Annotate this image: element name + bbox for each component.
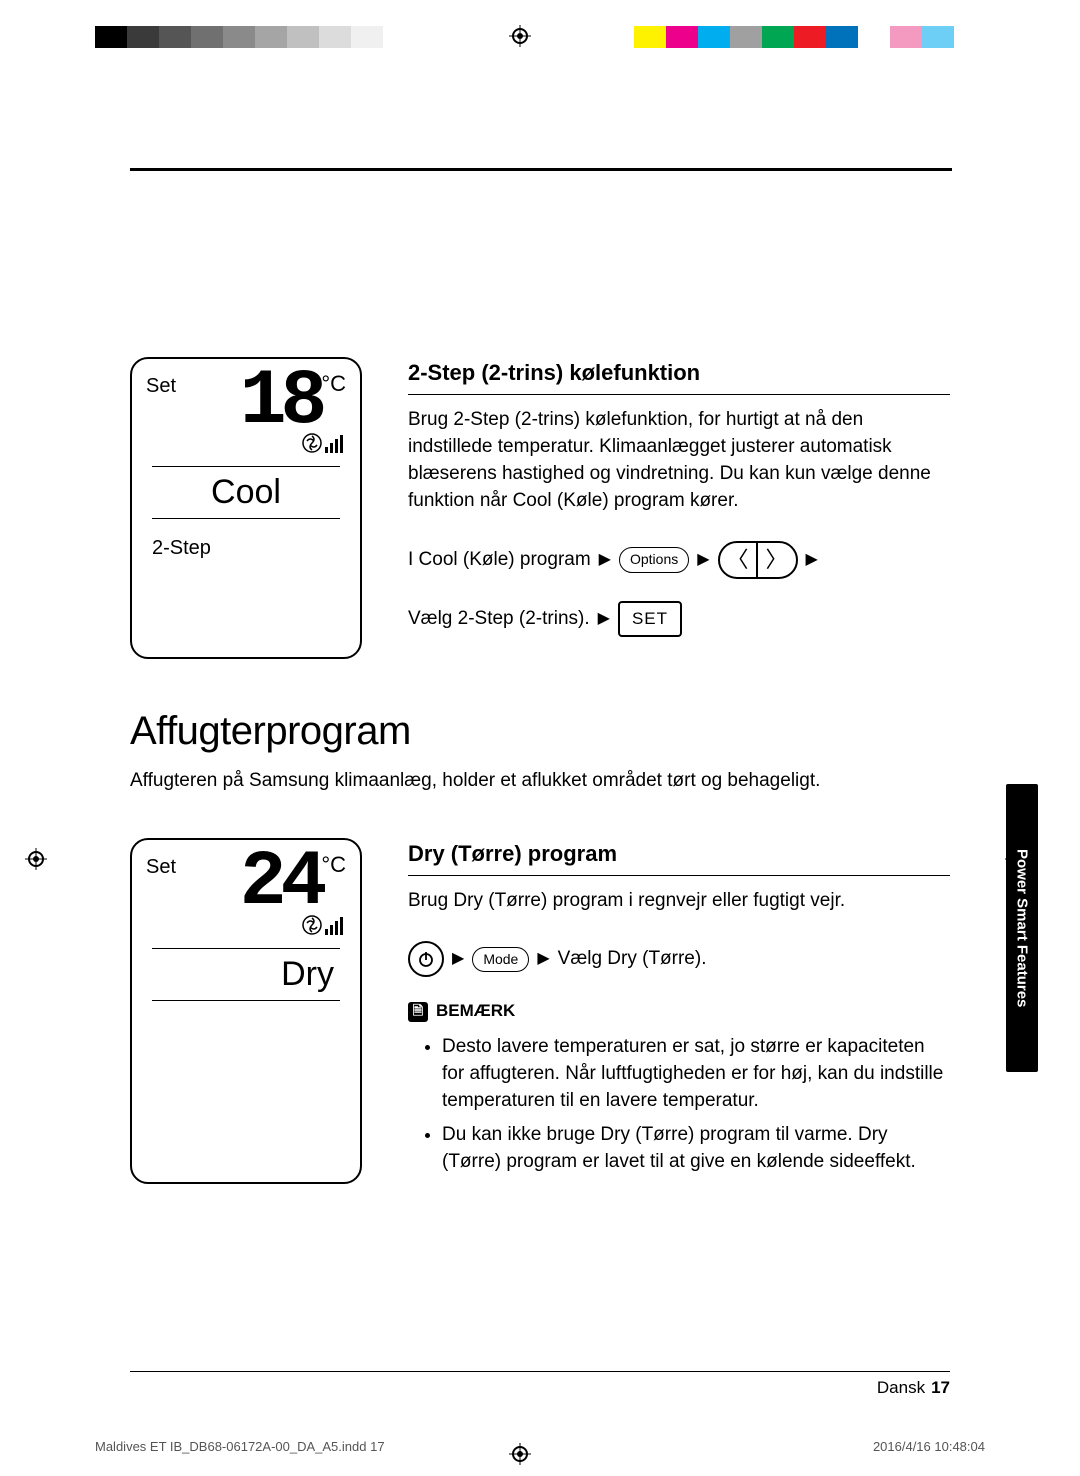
power-button[interactable] bbox=[408, 941, 444, 977]
note-heading: 🗎 BEMÆRK bbox=[408, 999, 950, 1023]
footer-page-number: 17 bbox=[931, 1378, 950, 1398]
note-item: Desto lavere temperaturen er sat, jo stø… bbox=[442, 1034, 950, 1115]
arrow-right-icon: ▶ bbox=[697, 549, 709, 572]
mode-label: Cool bbox=[146, 473, 346, 512]
main-heading: Affugterprogram bbox=[130, 709, 950, 754]
seq-lead-2: Vælg 2-Step (2-trins). bbox=[408, 606, 590, 633]
page-footer: Dansk 17 bbox=[130, 1371, 950, 1398]
registration-mark-icon bbox=[25, 848, 47, 870]
registration-mark-icon bbox=[509, 25, 531, 47]
note-icon: 🗎 bbox=[408, 1002, 428, 1022]
remote-display-dry: Set 24 °C bbox=[130, 838, 362, 1184]
options-button[interactable]: Options bbox=[619, 547, 689, 573]
set-label: Set bbox=[146, 856, 176, 879]
chevron-right-icon: 〉 bbox=[758, 543, 796, 577]
set-button[interactable]: SET bbox=[618, 601, 682, 637]
substep-label: 2-Step bbox=[146, 525, 346, 614]
button-sequence-1: I Cool (Køle) program ▶ Options ▶ 〈〉 ▶ bbox=[408, 541, 950, 579]
remote-display-cool: Set 18 °C bbox=[130, 357, 362, 659]
section-tab: Power Smart Features bbox=[1006, 784, 1038, 1072]
button-sequence-dry: ▶ Mode ▶ Vælg Dry (Tørre). bbox=[408, 941, 950, 977]
seq-lead: I Cool (Køle) program bbox=[408, 547, 591, 574]
meta-timestamp: 2016/4/16 10:48:04 bbox=[873, 1439, 985, 1454]
arrow-right-icon: ▶ bbox=[806, 549, 818, 572]
arrow-right-icon: ▶ bbox=[598, 608, 610, 631]
meta-filename: Maldives ET IB_DB68-06172A-00_DA_A5.indd… bbox=[95, 1439, 385, 1454]
arrow-right-icon: ▶ bbox=[599, 549, 611, 572]
grayscale-bar bbox=[95, 26, 415, 48]
fan-speed-icon bbox=[302, 431, 346, 455]
section-heading-2step: 2-Step (2-trins) kølefunktion bbox=[408, 357, 950, 395]
print-metadata: Maldives ET IB_DB68-06172A-00_DA_A5.indd… bbox=[95, 1439, 985, 1454]
section-heading-dry: Dry (Tørre) program bbox=[408, 838, 950, 876]
footer-language: Dansk bbox=[877, 1378, 925, 1398]
temperature-unit: °C bbox=[321, 371, 346, 397]
mode-button[interactable]: Mode bbox=[472, 947, 529, 973]
chevron-left-icon: 〈 bbox=[720, 543, 758, 577]
temperature-value: 18 bbox=[240, 369, 322, 435]
arrow-right-icon: ▶ bbox=[537, 948, 549, 971]
set-label: Set bbox=[146, 375, 176, 398]
section-body-2step: Brug 2-Step (2-trins) kølefunktion, for … bbox=[408, 407, 950, 515]
mode-label: Dry bbox=[146, 955, 346, 994]
left-right-nav-button[interactable]: 〈〉 bbox=[718, 541, 798, 579]
fan-speed-icon bbox=[302, 913, 346, 937]
seq-tail: Vælg Dry (Tørre). bbox=[558, 946, 707, 973]
intro-text: Affugteren på Samsung klimaanlæg, holder… bbox=[130, 770, 950, 792]
section-body-dry: Brug Dry (Tørre) program i regnvejr elle… bbox=[408, 888, 950, 915]
note-list: Desto lavere temperaturen er sat, jo stø… bbox=[408, 1034, 950, 1177]
temperature-unit: °C bbox=[321, 852, 346, 878]
color-bar bbox=[634, 26, 954, 48]
note-item: Du kan ikke bruge Dry (Tørre) program ti… bbox=[442, 1122, 950, 1176]
button-sequence-2: Vælg 2-Step (2-trins). ▶ SET bbox=[408, 601, 950, 637]
note-label: BEMÆRK bbox=[436, 999, 515, 1023]
power-icon bbox=[417, 950, 435, 968]
temperature-value: 24 bbox=[240, 850, 322, 916]
arrow-right-icon: ▶ bbox=[452, 948, 464, 971]
